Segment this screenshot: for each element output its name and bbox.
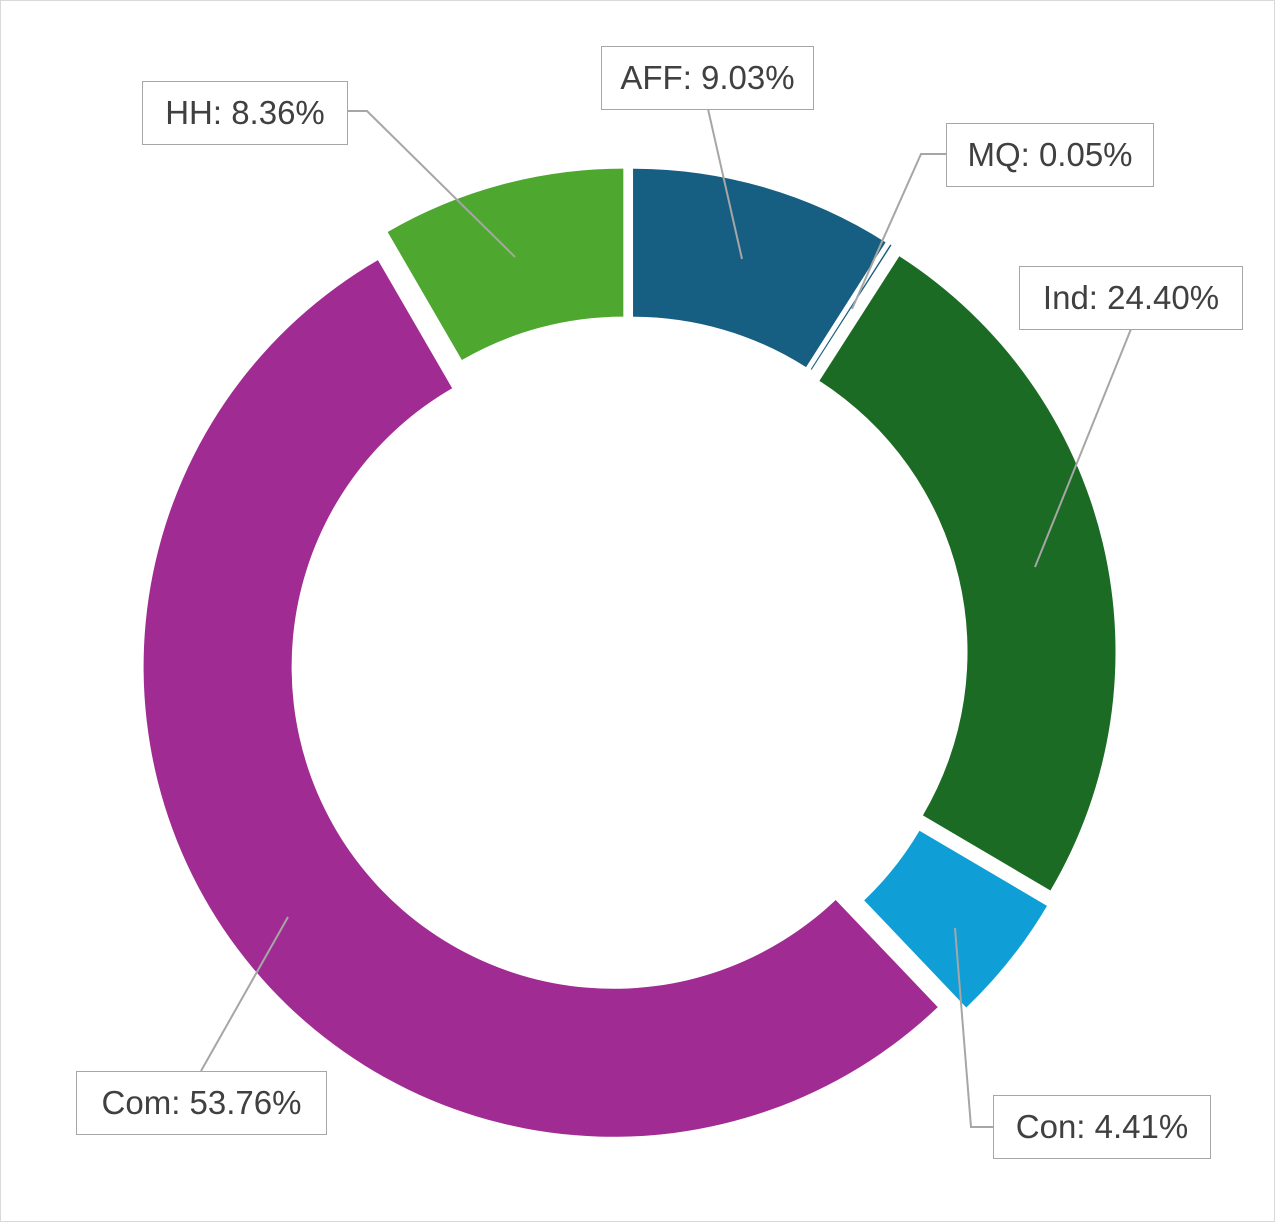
data-label-con: Con: 4.41%: [993, 1095, 1211, 1159]
donut-slice-aff: [633, 168, 886, 368]
leader-line-con: [954, 927, 993, 1128]
donut-slice-ind: [819, 256, 1116, 891]
leader-line-aff: [707, 108, 743, 260]
leader-line-com: [200, 916, 289, 1072]
leader-line-mq: [851, 153, 946, 310]
leader-line-ind: [1034, 328, 1132, 568]
donut-slice-con: [864, 830, 1047, 1008]
data-label-com: Com: 53.76%: [76, 1071, 327, 1135]
data-label-hh: HH: 8.36%: [142, 81, 348, 145]
data-label-ind: Ind: 24.40%: [1019, 266, 1243, 330]
donut-slice-hh: [387, 168, 624, 361]
data-label-aff: AFF: 9.03%: [601, 46, 814, 110]
data-label-mq: MQ: 0.05%: [946, 123, 1154, 187]
leader-line-hh: [347, 110, 516, 258]
donut-slice-com: [143, 260, 938, 1137]
donut-slice-mq: [810, 244, 892, 370]
